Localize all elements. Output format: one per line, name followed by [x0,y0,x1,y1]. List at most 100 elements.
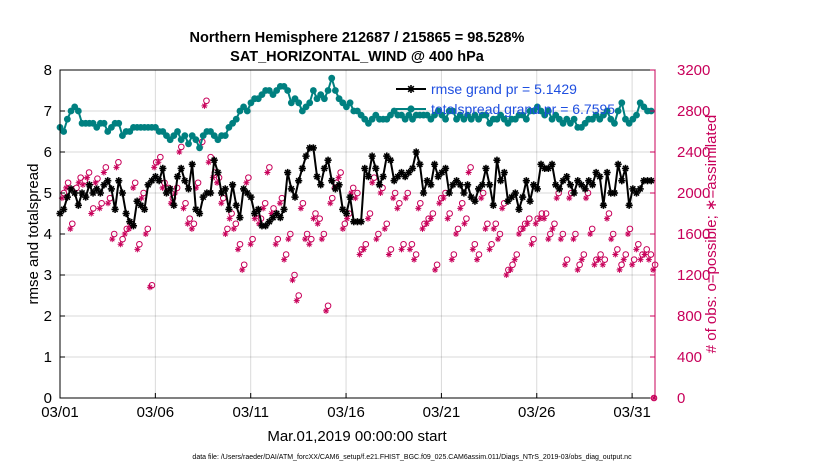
obs-assimilated-point [356,251,363,258]
obs-possible-point [320,230,328,238]
rmse-series [56,144,655,230]
totalspread-point [320,95,328,103]
obs-assimilated-point [385,251,392,258]
obs-possible-point [131,179,139,187]
obs-possible-point [144,225,152,233]
rmse-point [60,205,68,213]
obs-possible-point [479,189,487,197]
rmse-point [221,185,229,193]
obs-assimilated-point [352,195,359,202]
obs-possible-point [190,220,198,228]
obs-possible-point [236,240,244,248]
obs-possible-point [157,153,164,161]
legend-label-totalspread: totalspread grand pr = 6.7595 [431,101,615,117]
x-tick-label: 03/21 [423,404,461,421]
obs-possible-point [588,225,596,233]
obs-assimilated-point [364,215,371,222]
totalspread-series [56,74,655,152]
obs-assimilated-point [645,256,652,263]
obs-possible-point [115,158,122,166]
rmse-point [460,189,468,197]
y-tick-label-left: 6 [44,144,52,161]
obs-assimilated-point [620,256,627,263]
obs-possible-point [559,230,567,238]
x-tick-label: 03/11 [232,404,268,421]
obs-assimilated-point [205,159,212,166]
obs-assimilated-point [377,190,384,196]
obs-possible-point [546,230,554,238]
obs-assimilated-point [591,261,598,268]
obs-possible-point [454,225,462,233]
obs-assimilated-point [507,266,514,273]
rmse-point [368,152,376,160]
totalspread-point [63,115,71,123]
obs-assimilated-point [453,231,460,237]
obs-assimilated-point [121,231,128,237]
totalspread-point [611,119,618,127]
rmse-point [162,189,171,197]
obs-possible-point [626,225,634,233]
obs-assimilated-point [612,251,619,258]
totalspread-point [328,74,336,82]
rmse-point [405,168,413,177]
obs-assimilated-point [105,200,112,207]
rmse-point [236,214,244,222]
obs-possible-point [576,261,583,269]
obs-possible-point [341,220,349,228]
legend-label-rmse: rmse grand pr = 5.1429 [431,81,577,97]
obs-possible-point [232,220,240,228]
rmse-point [445,189,453,197]
obs-possible-point [362,240,370,248]
y-tick-label-left: 8 [44,62,52,79]
obs-possible-point [618,261,625,269]
obs-assimilated-point [528,241,535,248]
obs-possible-point [366,210,374,217]
rmse-point [614,160,622,168]
obs-assimilated-point [239,266,246,273]
obs-possible-point [64,179,72,187]
totalspread-point [570,115,578,123]
obs-assimilated-point [230,225,237,232]
rmse-point [309,144,317,152]
obs-assimilated-point [314,220,321,227]
y-tick-label-right: 2400 [677,144,710,161]
obs-possible-point [643,246,651,253]
totalspread-point [60,128,68,135]
obs-possible-point [282,251,290,258]
obs-assimilated-point [553,195,560,202]
rmse-point [225,205,233,213]
rmse-point [63,193,71,201]
obs-possible-point [270,205,277,212]
rmse-point [519,193,527,201]
rmse-point [548,160,556,168]
rmse-point [412,148,420,156]
rmse-point [463,181,472,189]
obs-possible-point [396,199,403,207]
obs-assimilated-point [629,261,636,268]
rmse-point [647,177,655,185]
rmse-point [335,181,343,189]
totalspread-point [74,107,82,115]
rmse-point [566,181,575,189]
rmse-point [489,201,497,209]
obs-assimilated-point [608,236,615,243]
obs-assimilated-point [641,251,648,258]
rmse-point [159,164,167,172]
obs-assimilated-point [96,205,103,212]
rmse-point [522,177,530,185]
obs-assimilated-point [494,236,501,243]
rmse-point [386,156,395,164]
obs-possible-point [178,143,185,151]
obs-possible-point [509,261,516,269]
obs-assimilated-point [549,225,556,232]
obs-assimilated-point [633,246,640,253]
obs-possible-point [240,261,248,269]
obs-possible-point [316,215,323,222]
obs-assimilated-point [306,241,313,248]
rmse-point [181,177,189,185]
obs-assimilated-point [109,236,116,243]
rmse-point [254,205,262,213]
obs-assimilated-point [469,246,476,253]
obs-assimilated-point [432,266,439,273]
obs-possible-point [182,199,189,207]
